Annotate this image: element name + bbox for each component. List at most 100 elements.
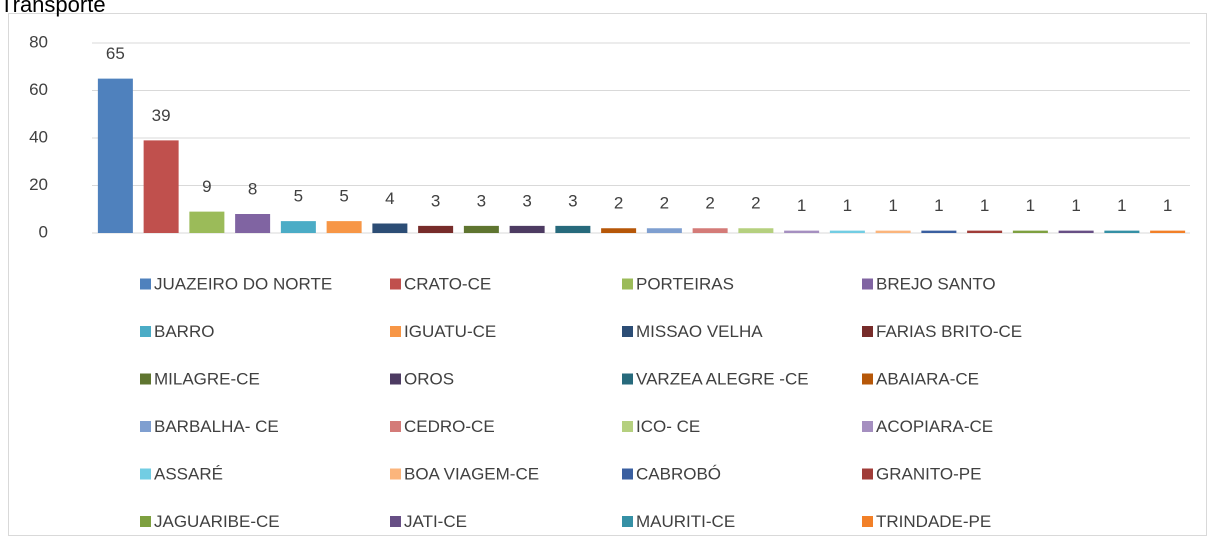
bar bbox=[646, 228, 682, 233]
legend-swatch bbox=[390, 468, 401, 480]
y-tick-label: 80 bbox=[29, 32, 48, 51]
data-label: 3 bbox=[431, 191, 440, 210]
y-tick-label: 0 bbox=[39, 222, 48, 241]
data-label: 2 bbox=[751, 194, 760, 213]
legend-swatch bbox=[862, 326, 873, 337]
bar bbox=[235, 214, 271, 233]
legend-swatch bbox=[390, 516, 401, 527]
legend-label: BARRO bbox=[154, 322, 214, 341]
bar bbox=[143, 140, 179, 233]
legend-swatch bbox=[390, 278, 401, 290]
bar bbox=[784, 230, 820, 233]
legend-label: ICO- CE bbox=[636, 417, 700, 436]
legend-swatch bbox=[622, 326, 633, 337]
data-label: 2 bbox=[660, 194, 669, 213]
data-label: 3 bbox=[477, 191, 486, 210]
bar bbox=[97, 78, 133, 233]
y-tick-label: 40 bbox=[29, 127, 48, 146]
legend-label: ASSARÉ bbox=[154, 464, 223, 483]
legend-swatch bbox=[622, 516, 633, 527]
data-label: 3 bbox=[568, 191, 577, 210]
data-label: 1 bbox=[1071, 196, 1080, 215]
data-label: 1 bbox=[1163, 196, 1172, 215]
data-label: 9 bbox=[202, 177, 211, 196]
bar bbox=[326, 221, 362, 233]
legend-label: TRINDADE-PE bbox=[876, 512, 991, 531]
legend-label: CRATO-CE bbox=[404, 274, 491, 293]
data-label: 1 bbox=[888, 196, 897, 215]
legend-label: BREJO SANTO bbox=[876, 274, 996, 293]
legend-label: BARBALHA- CE bbox=[154, 417, 279, 436]
legend-label: VARZEA ALEGRE -CE bbox=[636, 369, 809, 388]
legend-label: GRANITO-PE bbox=[876, 464, 981, 483]
y-tick-label: 20 bbox=[29, 175, 48, 194]
legend-label: MISSAO VELHA bbox=[636, 322, 763, 341]
bar bbox=[372, 223, 408, 233]
legend-label: PORTEIRAS bbox=[636, 274, 734, 293]
legend-label: JUAZEIRO DO NORTE bbox=[154, 274, 332, 293]
legend-swatch bbox=[862, 468, 873, 480]
legend-swatch bbox=[622, 278, 633, 290]
bar bbox=[875, 230, 911, 233]
data-label: 1 bbox=[797, 196, 806, 215]
bar bbox=[1104, 230, 1140, 233]
legend-label: ABAIARA-CE bbox=[876, 369, 979, 388]
data-label: 1 bbox=[843, 196, 852, 215]
data-label: 1 bbox=[980, 196, 989, 215]
y-tick-label: 60 bbox=[29, 80, 48, 99]
data-label: 3 bbox=[522, 191, 531, 210]
legend-swatch bbox=[140, 516, 151, 527]
legend-swatch bbox=[862, 516, 873, 527]
legend-label: JATI-CE bbox=[404, 512, 467, 531]
legend-label: IGUATU-CE bbox=[404, 322, 496, 341]
data-label: 2 bbox=[705, 194, 714, 213]
bar bbox=[555, 225, 591, 233]
data-label: 1 bbox=[1117, 196, 1126, 215]
legend-swatch bbox=[390, 326, 401, 337]
legend-swatch bbox=[622, 373, 633, 385]
legend-swatch bbox=[140, 421, 151, 432]
data-label: 39 bbox=[152, 106, 171, 125]
bar bbox=[921, 230, 957, 233]
legend-swatch bbox=[140, 278, 151, 290]
bar bbox=[463, 225, 499, 233]
legend-swatch bbox=[862, 278, 873, 290]
bar bbox=[967, 230, 1003, 233]
bar bbox=[738, 228, 774, 233]
chart-border bbox=[8, 13, 1207, 536]
legend-swatch bbox=[140, 326, 151, 337]
bar bbox=[1058, 230, 1094, 233]
legend-swatch bbox=[390, 421, 401, 432]
bar bbox=[601, 228, 637, 233]
legend-label: OROS bbox=[404, 369, 454, 388]
bar bbox=[829, 230, 865, 233]
data-label: 5 bbox=[339, 187, 348, 206]
data-label: 8 bbox=[248, 179, 257, 198]
legend-swatch bbox=[862, 421, 873, 432]
legend-label: CABROBÓ bbox=[636, 464, 721, 483]
data-label: 5 bbox=[294, 187, 303, 206]
legend-label: JAGUARIBE-CE bbox=[154, 512, 280, 531]
bar bbox=[1150, 230, 1186, 233]
legend-swatch bbox=[622, 421, 633, 432]
legend-swatch bbox=[140, 468, 151, 480]
bar bbox=[692, 228, 728, 233]
legend-swatch bbox=[862, 373, 873, 385]
legend-swatch bbox=[390, 373, 401, 385]
legend-label: ACOPIARA-CE bbox=[876, 417, 993, 436]
data-label: 4 bbox=[385, 189, 394, 208]
data-label: 2 bbox=[614, 194, 623, 213]
legend-label: FARIAS BRITO-CE bbox=[876, 322, 1022, 341]
chart-title: Transporte bbox=[0, 0, 106, 17]
bar bbox=[509, 225, 545, 233]
legend-label: MAURITI-CE bbox=[636, 512, 735, 531]
legend-label: BOA VIAGEM-CE bbox=[404, 464, 539, 483]
data-label: 1 bbox=[1026, 196, 1035, 215]
bar bbox=[189, 211, 225, 233]
legend-swatch bbox=[622, 468, 633, 480]
bar bbox=[418, 225, 454, 233]
legend-swatch bbox=[140, 373, 151, 385]
bar bbox=[1012, 230, 1048, 233]
